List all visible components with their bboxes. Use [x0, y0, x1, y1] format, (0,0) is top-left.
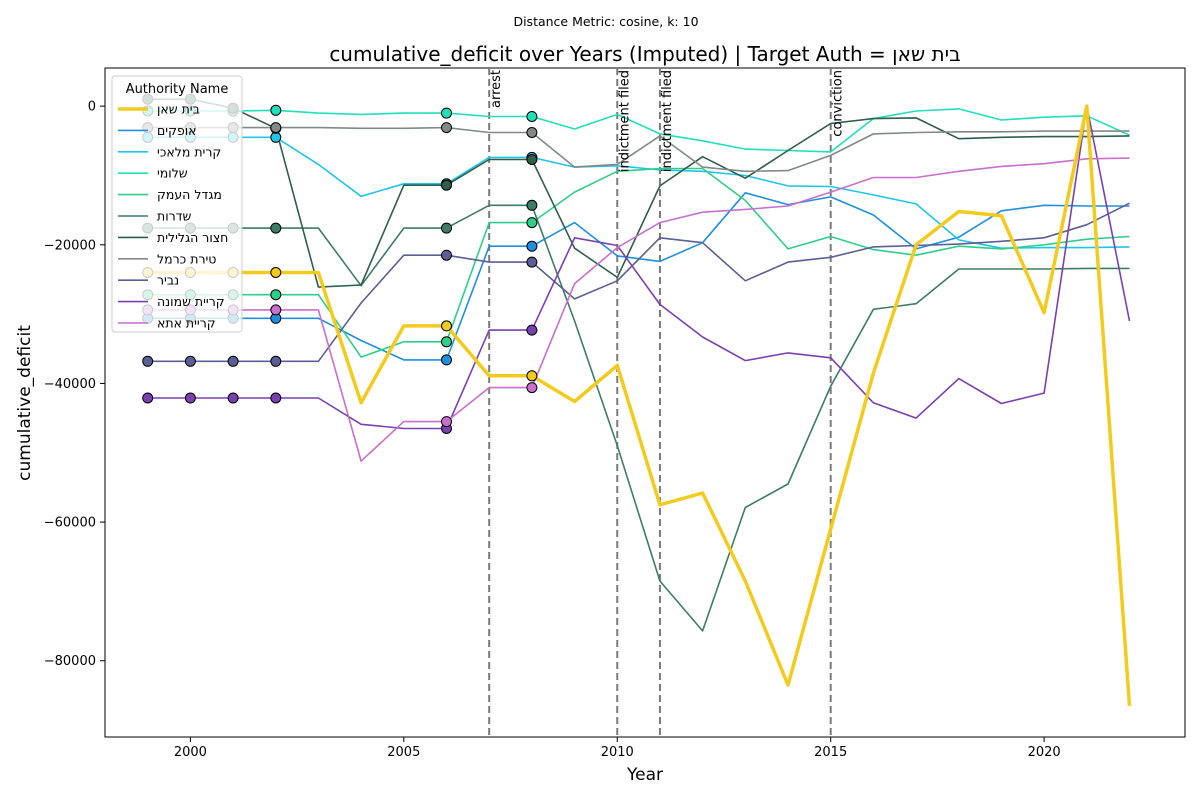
series-line-2	[147, 136, 1130, 249]
x-tick-label-2000: 2000	[174, 745, 207, 760]
y-tick-label--80000: −80000	[44, 654, 96, 669]
y-tick-label--60000: −60000	[44, 516, 96, 531]
x-tick-label-2020: 2020	[1028, 745, 1061, 760]
imputed-point-3-7	[441, 107, 452, 119]
legend-items: בית שאן אופקים קרית מלאכי שלומי מגדל העמק שדר…	[118, 102, 228, 331]
legend-label-3: שלומי	[157, 166, 188, 181]
imputed-point-5-9	[526, 199, 538, 211]
imputed-point-0-3	[270, 267, 282, 278]
event-label-3: conviction	[831, 70, 846, 137]
imputed-point-8-3	[270, 355, 282, 367]
legend-title: Authority Name	[126, 82, 229, 97]
legend: Authority Name בית שאן אופקים קרית מלאכי של…	[111, 75, 243, 333]
imputed-point-0-9	[526, 370, 538, 382]
legend-label-10: קריית אתא	[157, 316, 216, 331]
imputed-point-4-9	[526, 217, 538, 229]
imputed-point-5-3	[270, 222, 282, 234]
legend-label-4: מגדל העמק	[157, 187, 222, 202]
imputed-point-9-9	[526, 324, 538, 336]
imputed-point-0-7	[441, 320, 452, 332]
chart-title: cumulative_deficit over Years (Imputed) …	[329, 42, 960, 66]
y-tick-label-0: 0	[88, 100, 96, 115]
series-line-1	[147, 192, 1130, 361]
imputed-point-10-9	[526, 382, 538, 394]
imputed-point-9-0	[142, 392, 154, 404]
x-tick-label-2010: 2010	[601, 745, 634, 760]
imputed-point-9-3	[270, 392, 282, 404]
series-line-10	[147, 157, 1130, 462]
legend-label-2: קרית מלאכי	[157, 144, 221, 159]
imputed-point-1-9	[526, 240, 538, 252]
legend-label-1: אופקים	[157, 123, 197, 138]
legend-label-8: נביר	[157, 273, 179, 288]
data-layer: arrest indictment filed indictment filed co…	[142, 68, 1132, 737]
imputed-point-8-1	[184, 355, 196, 367]
legend-label-6: חצור הגלילית	[157, 230, 228, 245]
y-tick-label--20000: −20000	[44, 238, 96, 253]
imputed-point-3-9	[526, 111, 538, 122]
imputed-point-7-7	[441, 122, 452, 134]
series-line-3	[147, 108, 1130, 153]
series-line-4	[147, 167, 1130, 358]
series-line-8	[147, 202, 1130, 363]
imputed-point-6-9	[526, 154, 538, 165]
x-axis-label: Year	[626, 765, 663, 785]
legend-label-7: טירת כרמל	[157, 251, 216, 266]
x-tick-label-2015: 2015	[814, 745, 847, 760]
imputed-point-8-7	[441, 249, 452, 261]
chart-suptitle: Distance Metric: cosine, k: 10	[513, 14, 698, 29]
event-label-1: indictment filed	[617, 70, 632, 172]
event-label-2: indictment filed	[660, 70, 675, 172]
axes-layer: 2000 2005 2010 2015 2020 0 −20000 −40000 −60000 −…	[44, 100, 1061, 760]
event-label-0: arrest	[489, 70, 504, 108]
y-tick-label--40000: −40000	[44, 377, 96, 392]
imputed-point-10-3	[270, 304, 282, 316]
legend-frame	[111, 75, 243, 333]
imputed-point-1-7	[441, 354, 452, 366]
imputed-point-10-7	[441, 416, 452, 428]
imputed-point-5-7	[441, 222, 452, 234]
series-line-9	[147, 105, 1131, 430]
imputed-point-3-3	[270, 104, 282, 116]
imputed-point-6-7	[441, 179, 452, 191]
series-line-0	[147, 104, 1132, 706]
plot-area	[104, 67, 1186, 738]
series-line-7	[147, 126, 1130, 173]
series-line-5	[147, 204, 1130, 632]
imputed-point-8-2	[227, 355, 239, 367]
legend-label-0: בית שאן	[157, 102, 200, 117]
y-axis-label: cumulative_deficit	[15, 325, 35, 481]
imputed-point-4-3	[270, 289, 282, 301]
legend-label-9: קריית שמונה	[157, 294, 225, 309]
series-line-6	[147, 98, 1130, 288]
imputed-point-9-1	[184, 392, 196, 404]
imputed-point-9-2	[227, 392, 239, 404]
imputed-point-7-3	[270, 122, 282, 134]
imputed-point-8-9	[526, 256, 538, 268]
legend-label-5: שדרות	[157, 209, 192, 224]
imputed-point-8-0	[142, 355, 154, 367]
imputed-point-7-9	[526, 127, 538, 138]
imputed-point-4-7	[441, 336, 452, 348]
x-tick-label-2005: 2005	[387, 745, 420, 760]
